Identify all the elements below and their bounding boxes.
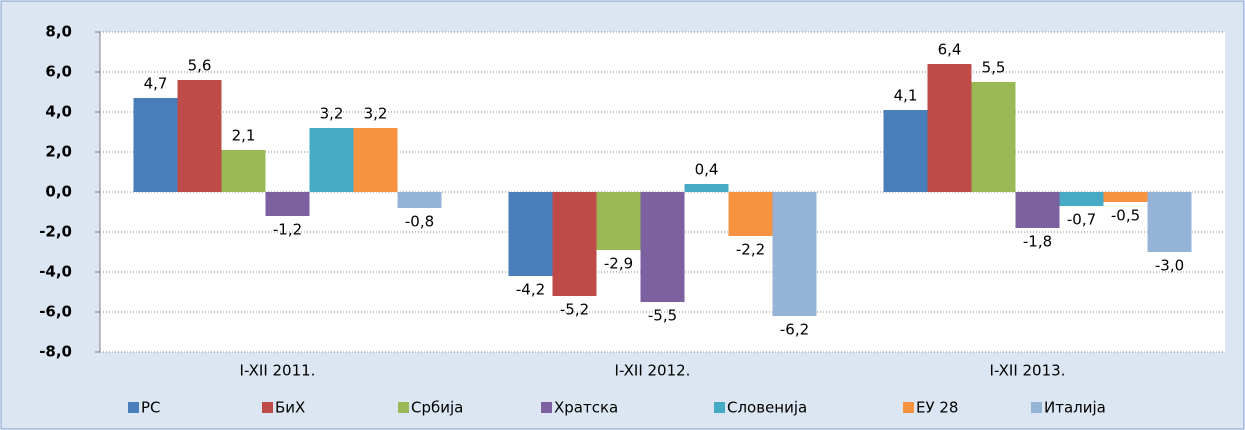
data-label: -1,2: [273, 221, 302, 239]
bar: [353, 128, 398, 192]
bar: [883, 110, 928, 192]
bar: [684, 184, 729, 192]
data-label: -5,2: [560, 301, 589, 319]
bar: [265, 192, 310, 216]
legend-swatch: [1031, 402, 1042, 413]
legend-swatch: [398, 402, 409, 413]
legend-swatch: [714, 402, 725, 413]
y-tick-label: -8,0: [39, 343, 72, 361]
bar: [177, 80, 222, 192]
y-tick-label: -6,0: [39, 303, 72, 321]
data-label: -2,2: [736, 241, 765, 259]
data-label: 5,5: [982, 59, 1006, 77]
data-label: -5,5: [648, 307, 677, 325]
data-label: 3,2: [320, 105, 344, 123]
bar: [508, 192, 553, 276]
data-label: -0,7: [1067, 211, 1096, 229]
data-label: -6,2: [780, 321, 809, 339]
legend-swatch: [541, 402, 552, 413]
y-tick-label: 0,0: [45, 183, 72, 201]
data-label: -4,2: [516, 281, 545, 299]
data-label: -1,8: [1023, 233, 1052, 251]
data-label: -0,5: [1111, 207, 1140, 225]
x-tick-label: I-XII 2012.: [615, 362, 691, 380]
legend-label: Италија: [1044, 399, 1106, 417]
data-label: 6,4: [938, 41, 962, 59]
legend-swatch: [903, 402, 914, 413]
bar: [1059, 192, 1104, 206]
data-label: -0,8: [405, 213, 434, 231]
data-label: 0,4: [695, 161, 719, 179]
bar: [927, 64, 972, 192]
data-label: 4,1: [894, 87, 918, 105]
bar: [1147, 192, 1192, 252]
legend-label: Хратска: [554, 399, 618, 417]
bar: [397, 192, 442, 208]
bar: [1015, 192, 1060, 228]
y-tick-label: 2,0: [45, 143, 72, 161]
data-label: -2,9: [604, 255, 633, 273]
bar: [772, 192, 817, 316]
data-label: 2,1: [232, 127, 256, 145]
legend-label: Словенија: [727, 399, 807, 417]
legend-label: ЕУ 28: [916, 399, 958, 417]
bar: [1103, 192, 1148, 202]
bar: [133, 98, 178, 192]
y-tick-label: 8,0: [45, 23, 72, 41]
bar: [728, 192, 773, 236]
legend-label: БиХ: [275, 399, 305, 417]
legend-swatch: [128, 402, 139, 413]
data-label: 5,6: [188, 57, 212, 75]
bar: [596, 192, 641, 250]
legend-label: РС: [141, 399, 161, 417]
x-tick-label: I-XII 2013.: [990, 362, 1066, 380]
data-label: 4,7: [144, 75, 168, 93]
bar: [552, 192, 597, 296]
bar: [221, 150, 266, 192]
data-label: -3,0: [1155, 257, 1184, 275]
data-label: 3,2: [364, 105, 388, 123]
x-tick-label: I-XII 2011.: [240, 362, 316, 380]
bar: [971, 82, 1016, 192]
y-tick-label: -4,0: [39, 263, 72, 281]
bar: [640, 192, 685, 302]
y-tick-label: 4,0: [45, 103, 72, 121]
bar: [309, 128, 354, 192]
legend-swatch: [262, 402, 273, 413]
y-tick-label: -2,0: [39, 223, 72, 241]
y-tick-label: 6,0: [45, 63, 72, 81]
legend-label: Србија: [411, 399, 463, 417]
